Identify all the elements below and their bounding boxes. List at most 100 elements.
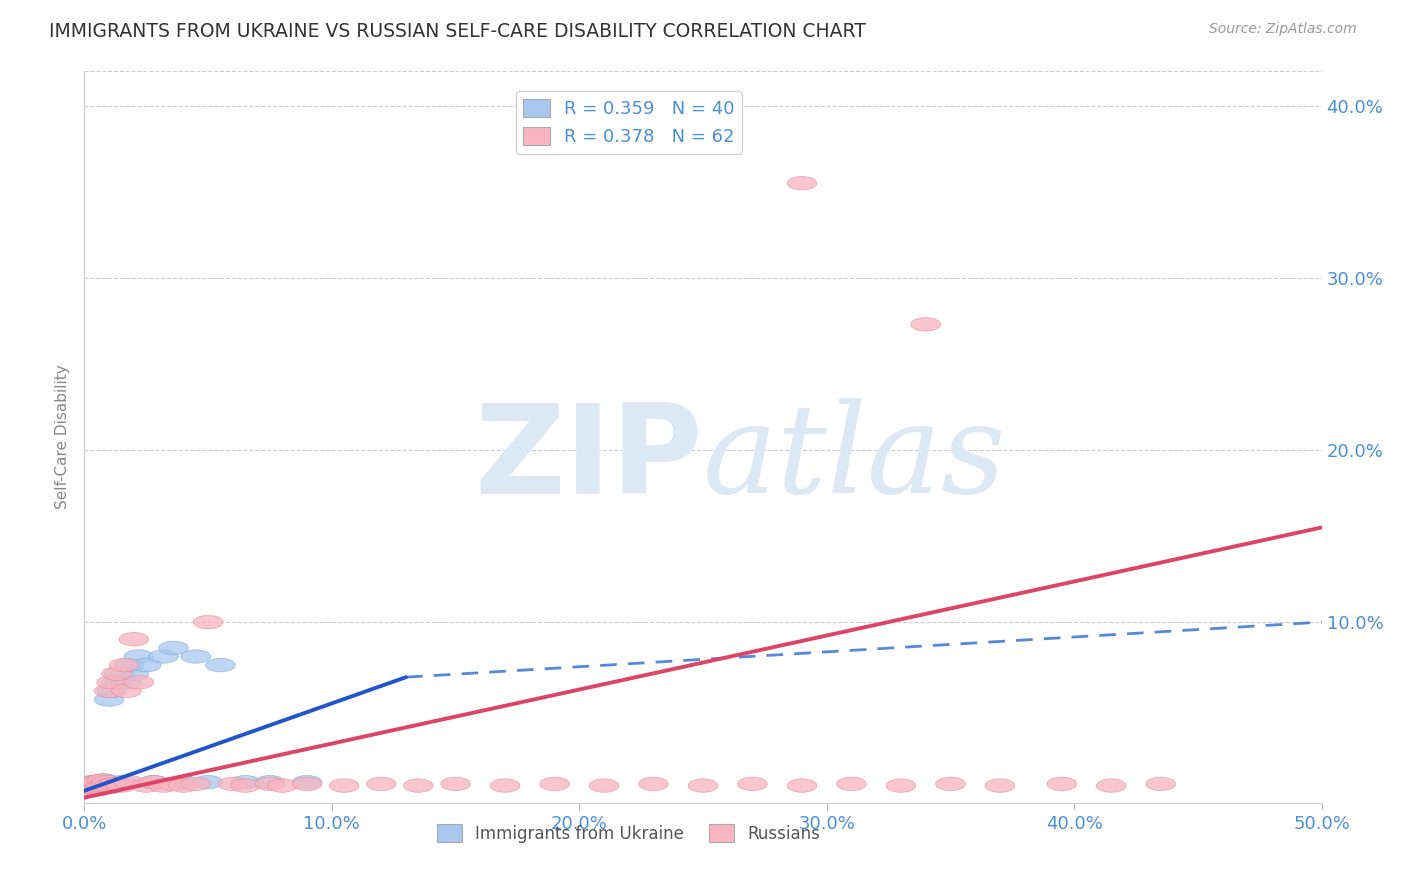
Ellipse shape xyxy=(193,615,224,629)
Ellipse shape xyxy=(82,780,111,794)
Ellipse shape xyxy=(77,782,107,796)
Ellipse shape xyxy=(77,779,107,792)
Ellipse shape xyxy=(404,779,433,792)
Ellipse shape xyxy=(131,658,162,672)
Ellipse shape xyxy=(1097,779,1126,792)
Ellipse shape xyxy=(111,684,141,698)
Ellipse shape xyxy=(82,782,111,796)
Ellipse shape xyxy=(124,675,153,689)
Ellipse shape xyxy=(254,775,285,789)
Ellipse shape xyxy=(440,777,471,790)
Ellipse shape xyxy=(84,777,114,790)
Ellipse shape xyxy=(77,780,107,794)
Ellipse shape xyxy=(139,775,169,789)
Ellipse shape xyxy=(84,779,114,792)
Ellipse shape xyxy=(114,775,143,789)
Ellipse shape xyxy=(886,779,915,792)
Ellipse shape xyxy=(787,177,817,190)
Ellipse shape xyxy=(688,779,718,792)
Ellipse shape xyxy=(205,658,235,672)
Legend: Immigrants from Ukraine, Russians: Immigrants from Ukraine, Russians xyxy=(430,818,827,849)
Ellipse shape xyxy=(124,649,153,664)
Ellipse shape xyxy=(159,777,188,790)
Ellipse shape xyxy=(100,779,129,792)
Text: ZIP: ZIP xyxy=(474,399,703,519)
Ellipse shape xyxy=(107,779,136,792)
Ellipse shape xyxy=(540,777,569,790)
Ellipse shape xyxy=(75,782,104,796)
Ellipse shape xyxy=(101,675,131,689)
Ellipse shape xyxy=(94,693,124,706)
Ellipse shape xyxy=(75,779,104,792)
Ellipse shape xyxy=(101,667,131,681)
Ellipse shape xyxy=(107,775,136,789)
Ellipse shape xyxy=(149,649,179,664)
Ellipse shape xyxy=(169,779,198,792)
Ellipse shape xyxy=(87,780,117,794)
Ellipse shape xyxy=(218,777,247,790)
Ellipse shape xyxy=(139,775,169,789)
Ellipse shape xyxy=(131,779,162,792)
Ellipse shape xyxy=(292,777,322,790)
Ellipse shape xyxy=(90,779,120,792)
Text: IMMIGRANTS FROM UKRAINE VS RUSSIAN SELF-CARE DISABILITY CORRELATION CHART: IMMIGRANTS FROM UKRAINE VS RUSSIAN SELF-… xyxy=(49,22,866,41)
Text: Source: ZipAtlas.com: Source: ZipAtlas.com xyxy=(1209,22,1357,37)
Ellipse shape xyxy=(72,782,101,796)
Ellipse shape xyxy=(738,777,768,790)
Ellipse shape xyxy=(91,777,121,790)
Ellipse shape xyxy=(79,779,110,792)
Ellipse shape xyxy=(181,777,211,790)
Ellipse shape xyxy=(87,775,117,789)
Ellipse shape xyxy=(77,779,107,792)
Ellipse shape xyxy=(79,780,110,794)
Ellipse shape xyxy=(91,775,121,789)
Text: atlas: atlas xyxy=(703,398,1007,520)
Ellipse shape xyxy=(787,779,817,792)
Ellipse shape xyxy=(97,675,127,689)
Ellipse shape xyxy=(231,779,260,792)
Ellipse shape xyxy=(329,779,359,792)
Ellipse shape xyxy=(491,779,520,792)
Ellipse shape xyxy=(94,684,124,698)
Ellipse shape xyxy=(84,780,114,794)
Ellipse shape xyxy=(837,777,866,790)
Ellipse shape xyxy=(77,777,107,790)
Ellipse shape xyxy=(638,777,668,790)
Ellipse shape xyxy=(72,782,101,796)
Ellipse shape xyxy=(82,777,111,790)
Ellipse shape xyxy=(254,777,285,790)
Ellipse shape xyxy=(94,779,124,792)
Ellipse shape xyxy=(589,779,619,792)
Ellipse shape xyxy=(87,773,117,787)
Ellipse shape xyxy=(90,773,120,787)
Ellipse shape xyxy=(79,777,110,790)
Ellipse shape xyxy=(79,775,110,789)
Y-axis label: Self-Care Disability: Self-Care Disability xyxy=(55,365,70,509)
Ellipse shape xyxy=(100,777,129,790)
Ellipse shape xyxy=(75,780,104,794)
Ellipse shape xyxy=(292,775,322,789)
Ellipse shape xyxy=(181,649,211,664)
Ellipse shape xyxy=(267,779,297,792)
Ellipse shape xyxy=(120,632,149,646)
Ellipse shape xyxy=(935,777,966,790)
Ellipse shape xyxy=(79,780,110,794)
Ellipse shape xyxy=(87,779,117,792)
Ellipse shape xyxy=(114,658,143,672)
Ellipse shape xyxy=(104,777,134,790)
Ellipse shape xyxy=(911,318,941,331)
Ellipse shape xyxy=(77,775,107,789)
Ellipse shape xyxy=(159,641,188,655)
Ellipse shape xyxy=(193,775,224,789)
Ellipse shape xyxy=(149,779,179,792)
Ellipse shape xyxy=(120,667,149,681)
Ellipse shape xyxy=(367,777,396,790)
Ellipse shape xyxy=(97,684,127,698)
Ellipse shape xyxy=(104,667,134,681)
Ellipse shape xyxy=(72,779,101,792)
Ellipse shape xyxy=(169,775,198,789)
Ellipse shape xyxy=(110,658,139,672)
Ellipse shape xyxy=(94,780,124,794)
Ellipse shape xyxy=(1047,777,1077,790)
Ellipse shape xyxy=(1146,777,1175,790)
